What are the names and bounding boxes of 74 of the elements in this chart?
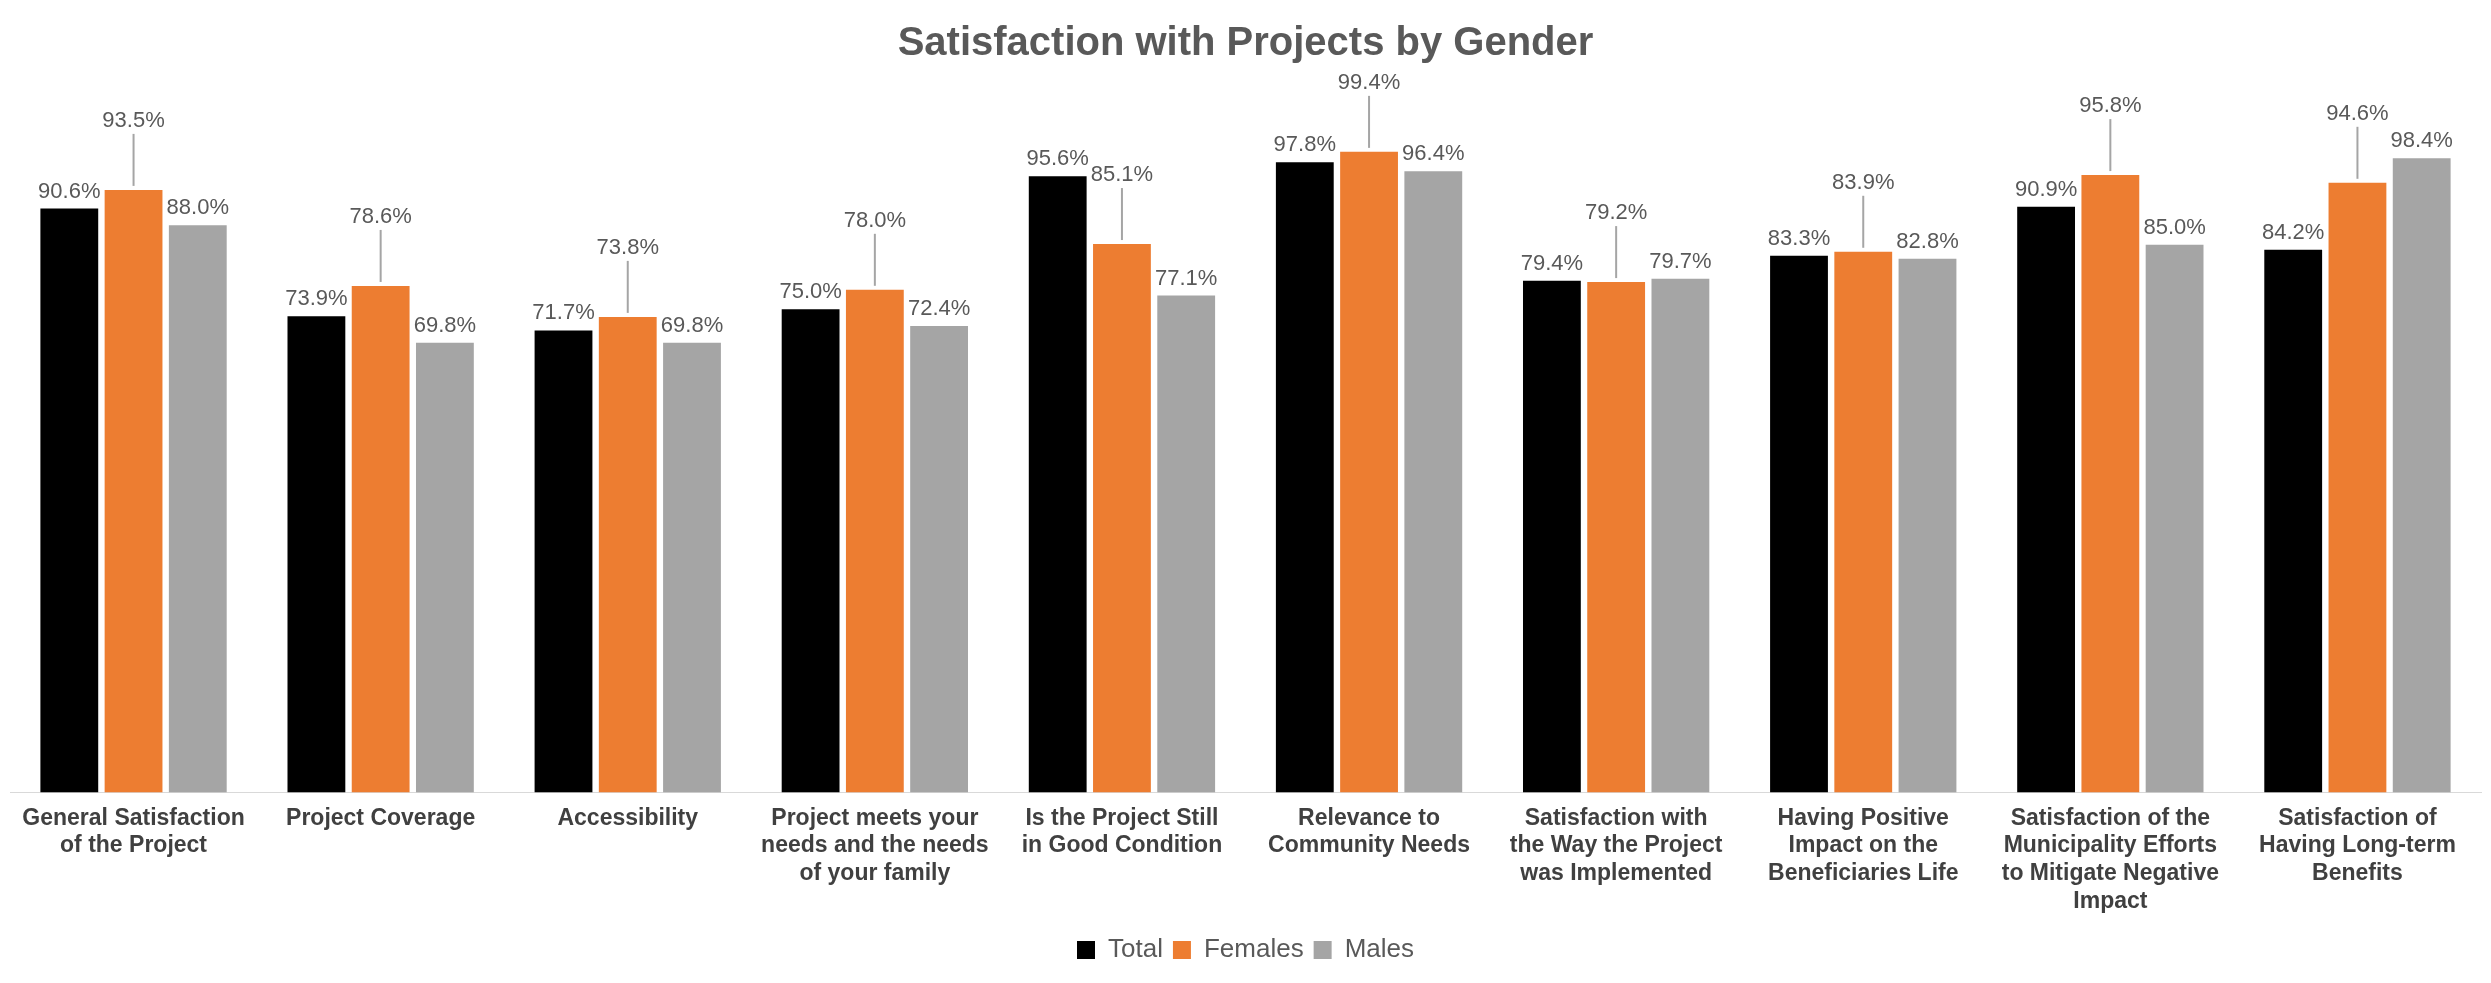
data-label: 88.0% [166,194,229,220]
data-label: 78.0% [843,206,907,232]
x-tick-label: Satisfaction of the Municipality Efforts to Mitigate Negative Impact [2001,803,2219,913]
data-label: 83.3% [1767,224,1831,250]
x-tick-label: Is the Project Still in Good Condition [1021,803,1223,858]
data-label: 99.4% [1337,68,1401,94]
bar [2264,249,2323,793]
data-label: 69.8% [413,311,477,337]
data-label: 94.6% [2326,99,2389,125]
data-label: 85.1% [1090,161,1154,187]
data-label: 84.2% [2262,218,2325,244]
bar [1028,176,1087,793]
bar [2081,175,2140,793]
bar [2328,182,2387,793]
x-tick-label: Project Coverage [286,803,476,830]
bar [168,225,227,793]
bar [1770,255,1828,793]
data-label: 78.6% [349,203,412,229]
data-label: 72.4% [907,294,971,320]
data-label: 79.2% [1584,199,1648,225]
data-label: 97.8% [1273,131,1336,157]
data-label: 85.0% [2143,213,2206,239]
bar [1834,251,1893,793]
data-label: 95.6% [1026,145,1089,171]
bar [1404,171,1463,793]
data-label: 93.5% [102,106,165,132]
bar [2017,206,2076,793]
x-tick-label: Relevance to Community Needs [1268,803,1471,858]
bar [1340,151,1398,793]
bar [1651,278,1710,793]
legend-label: Females [1203,933,1304,964]
data-label: 79.4% [1520,249,1584,275]
data-label: 82.8% [1896,227,1959,253]
bar [1157,295,1216,793]
data-label: 98.4% [2390,127,2453,153]
data-label: 96.4% [1402,140,1465,166]
bar [598,316,657,793]
bar [1093,244,1151,793]
bar [104,189,163,793]
x-tick-label: Satisfaction with the Way the Project was Implemented [1509,803,1723,885]
data-label: 75.0% [779,278,842,304]
bar [1898,258,1957,793]
bar [415,342,474,793]
data-label: 71.7% [532,299,595,325]
data-label: 73.9% [285,285,348,311]
data-label: 83.9% [1832,168,1895,194]
bar [2392,158,2451,793]
legend-label: Total [1108,933,1163,964]
bar [1522,280,1581,793]
data-label: 95.8% [2079,92,2142,118]
data-label: 69.8% [660,311,724,337]
bar [1587,282,1646,793]
data-label: 79.7% [1649,247,1712,273]
bar [534,330,593,793]
bar [663,342,721,793]
data-label: 77.1% [1155,264,1218,290]
x-tick-label: Accessibility [557,803,699,830]
bar [2145,244,2204,793]
bar [910,325,969,793]
data-label: 90.9% [2014,175,2078,201]
x-tick-label: Project meets your needs and the needs of your family [761,803,989,885]
bar [287,316,346,793]
bar [845,289,904,793]
legend-label: Males [1344,933,1414,964]
data-label: 73.8% [596,233,659,259]
chart-title: Satisfaction with Projects by Gender [897,19,1594,64]
bar [781,309,840,793]
x-tick-label: Satisfaction of Having Long-term Benefits [2259,803,2456,885]
data-label: 90.6% [38,177,101,203]
bar [40,208,99,793]
x-tick-label: Having Positive Impact on the Beneficiaries Life [1768,803,1959,885]
bar [1275,162,1334,793]
x-tick-label: General Satisfaction of the Project [22,803,245,858]
bar [351,285,410,793]
